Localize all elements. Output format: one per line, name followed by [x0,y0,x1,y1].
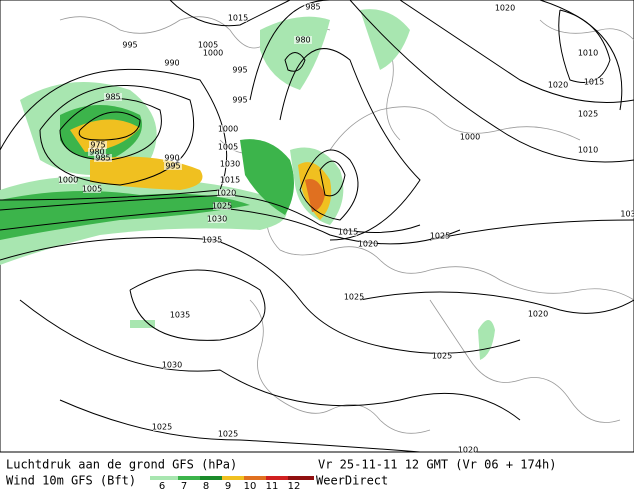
isobar-label: 1000 [58,176,78,185]
isobar-label: 995 [232,66,247,75]
isobar-label: 1025 [578,110,598,119]
isobar-label: 985 [305,3,320,12]
isobar-label: 980 [295,36,310,45]
isobar-label: 985 [95,154,110,163]
isobar-label: 1005 [218,143,238,152]
isobar-label: 1020 [495,4,515,13]
isobar-label: 1020 [458,446,478,455]
isobar-label: 1025 [430,232,450,241]
isobar-label: 1015 [228,14,248,23]
scale-label: 6 [159,481,165,490]
isobar-label: 1000 [218,125,238,134]
isobar-label: 1005 [198,41,218,50]
isobar-label: 1005 [82,185,102,194]
isobar-label: 985 [105,93,120,102]
isobar-label: 1020 [358,240,378,249]
isobar-label: 1015 [338,228,358,237]
isobar-label: 980 [89,148,104,157]
isobar-label: 1015 [220,176,240,185]
isobar-label: 975 [90,141,105,150]
valid-time: Vr 25-11-11 12 GMT (Vr 06 + 174h) [318,458,556,472]
isobar-label: 1000 [203,49,223,58]
isobar-label: 995 [122,41,137,50]
isobars [0,0,634,453]
isobar-label: 1025 [432,352,452,361]
isobar-label: 1030 [220,160,240,169]
isobar-label: 1035 [202,236,222,245]
wind-label: Wind 10m GFS (Bft) [6,474,136,488]
isobar-label: 1010 [578,146,598,155]
isobar-label: 1030 [162,361,182,370]
scale-label: 10 [244,481,257,490]
wind-scale: 6 7 8 9 10 11 12 [159,481,301,490]
legend: Luchtdruk aan de grond GFS (hPa) Vr 25-1… [6,458,556,488]
isobar-label: 1035 [170,311,190,320]
brand: WeerDirect [316,474,388,488]
isobar-label: 1000 [460,133,480,142]
isobar-label: 1025 [152,423,172,432]
isobar-label: 1010 [578,49,598,58]
isobar-label: 1030 [207,215,227,224]
isobar-label: 103 [620,210,634,219]
isobar-label: 995 [232,96,247,105]
scale-label: 7 [181,481,187,490]
isobar-label: 1025 [218,430,238,439]
isobar-label: 1025 [344,293,364,302]
isobar-label: 990 [164,59,179,68]
isobar-label: 995 [165,162,180,171]
isobar-label: 1020 [528,310,548,319]
scale-label: 12 [288,481,301,490]
scale-label: 8 [203,481,209,490]
isobar-label: 1020 [216,189,236,198]
scale-label: 11 [266,481,279,490]
isobar-label: 1025 [212,202,232,211]
isobar-label: 990 [164,154,179,163]
isobar-label: 1015 [584,78,604,87]
pressure-label: Luchtdruk aan de grond GFS (hPa) [6,458,237,472]
isobar-label: 1020 [548,81,568,90]
scale-label: 9 [225,481,231,490]
